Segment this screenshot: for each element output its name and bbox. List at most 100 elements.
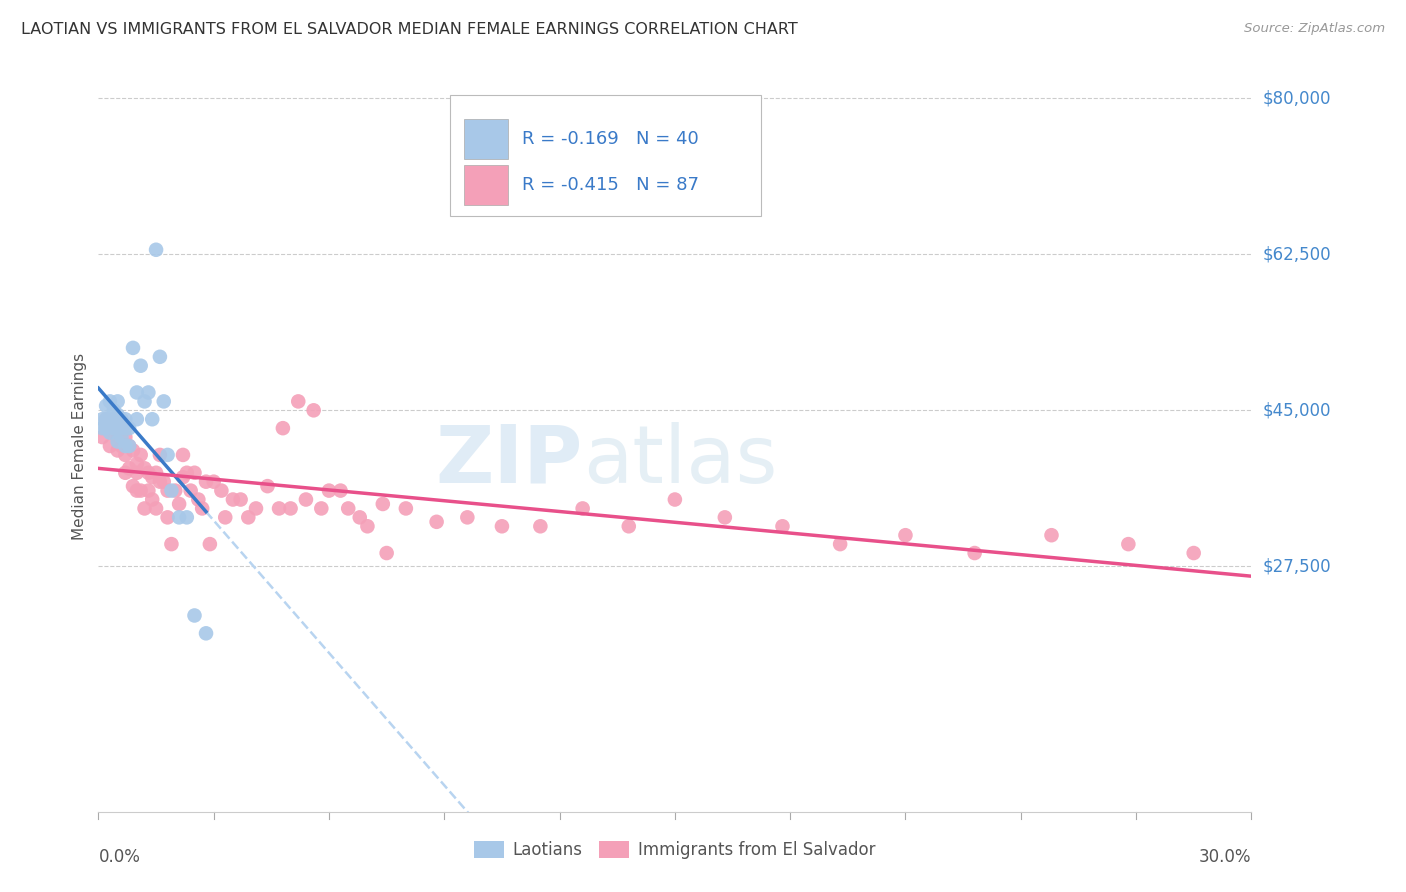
Point xyxy=(94,421,117,435)
Point xyxy=(98,417,121,431)
Point xyxy=(176,510,198,524)
Point xyxy=(141,492,163,507)
Point xyxy=(134,394,156,409)
Point xyxy=(337,501,360,516)
Point xyxy=(118,421,141,435)
Point xyxy=(1040,528,1063,542)
Point xyxy=(114,439,136,453)
Point xyxy=(103,412,125,426)
Point xyxy=(107,394,129,409)
Point xyxy=(107,408,129,422)
Text: LAOTIAN VS IMMIGRANTS FROM EL SALVADOR MEDIAN FEMALE EARNINGS CORRELATION CHART: LAOTIAN VS IMMIGRANTS FROM EL SALVADOR M… xyxy=(21,22,797,37)
Point xyxy=(714,510,737,524)
Text: ZIP: ZIP xyxy=(436,422,582,500)
Point xyxy=(295,492,318,507)
Point xyxy=(183,608,205,623)
Point xyxy=(125,457,148,471)
Point xyxy=(222,492,245,507)
Point xyxy=(375,546,398,560)
FancyBboxPatch shape xyxy=(464,165,508,205)
Point xyxy=(356,519,378,533)
Point xyxy=(311,501,333,516)
Point xyxy=(280,501,302,516)
Point xyxy=(149,350,172,364)
Point xyxy=(107,430,129,444)
Point xyxy=(107,434,129,449)
Point xyxy=(129,448,152,462)
Text: $80,000: $80,000 xyxy=(1263,89,1331,107)
Point xyxy=(209,483,232,498)
Point xyxy=(114,421,136,435)
Point xyxy=(98,412,121,426)
Point xyxy=(118,461,141,475)
Point xyxy=(125,412,148,426)
Point xyxy=(198,537,221,551)
Point xyxy=(160,483,183,498)
Point xyxy=(894,528,917,542)
Point xyxy=(103,421,125,435)
Point xyxy=(149,448,172,462)
Point xyxy=(98,425,121,440)
Y-axis label: Median Female Earnings: Median Female Earnings xyxy=(72,352,87,540)
Point xyxy=(256,479,278,493)
Point xyxy=(110,412,132,426)
Point xyxy=(107,443,129,458)
Point xyxy=(141,412,163,426)
Text: 0.0%: 0.0% xyxy=(98,848,141,866)
Point xyxy=(167,497,190,511)
Point xyxy=(156,510,179,524)
Point xyxy=(114,412,136,426)
Point xyxy=(165,483,187,498)
Point xyxy=(172,470,194,484)
Point xyxy=(122,341,145,355)
Point xyxy=(529,519,551,533)
Point xyxy=(138,483,160,498)
Text: $45,000: $45,000 xyxy=(1263,401,1331,419)
Point xyxy=(103,412,125,426)
Text: 30.0%: 30.0% xyxy=(1199,848,1251,866)
Point xyxy=(318,483,340,498)
Point xyxy=(191,501,214,516)
Point xyxy=(271,421,294,435)
Point xyxy=(107,421,129,435)
Point xyxy=(91,412,114,426)
Point xyxy=(617,519,640,533)
Point xyxy=(98,421,121,435)
Point xyxy=(118,439,141,453)
Legend: Laotians, Immigrants from El Salvador: Laotians, Immigrants from El Salvador xyxy=(468,834,882,865)
Point xyxy=(114,448,136,462)
Point xyxy=(129,483,152,498)
Point xyxy=(94,412,117,426)
Point xyxy=(145,243,167,257)
Point xyxy=(287,394,309,409)
Point xyxy=(110,421,132,435)
Point xyxy=(107,412,129,426)
Point xyxy=(122,443,145,458)
Point xyxy=(145,501,167,516)
Point xyxy=(152,394,174,409)
Point xyxy=(167,510,190,524)
Point xyxy=(426,515,449,529)
Point xyxy=(149,475,172,489)
Point xyxy=(1118,537,1140,551)
Point xyxy=(134,461,156,475)
Point xyxy=(114,466,136,480)
Point xyxy=(134,501,156,516)
Point xyxy=(110,421,132,435)
Point xyxy=(141,470,163,484)
Point xyxy=(214,510,236,524)
Point xyxy=(963,546,986,560)
Point xyxy=(138,466,160,480)
Point xyxy=(172,448,194,462)
Point xyxy=(160,537,183,551)
Text: $27,500: $27,500 xyxy=(1263,558,1331,575)
Point xyxy=(156,448,179,462)
Point xyxy=(395,501,418,516)
Point xyxy=(491,519,513,533)
Point xyxy=(103,425,125,440)
Point xyxy=(125,385,148,400)
Point xyxy=(456,510,478,524)
Point xyxy=(156,483,179,498)
Point xyxy=(94,412,117,426)
Point xyxy=(98,439,121,453)
